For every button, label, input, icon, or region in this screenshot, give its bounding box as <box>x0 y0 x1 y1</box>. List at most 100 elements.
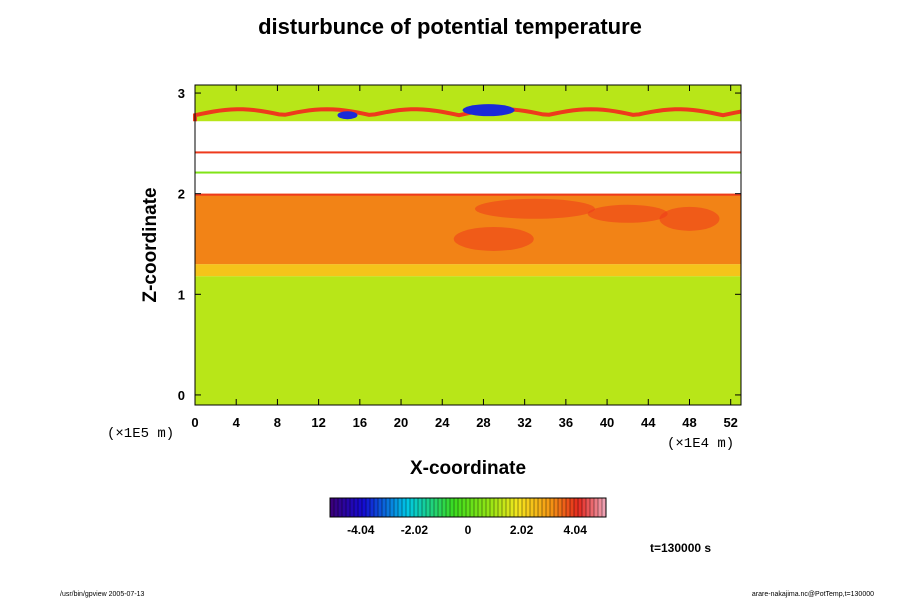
time-annotation: t=130000 s <box>650 541 712 555</box>
strip-line-3 <box>195 193 741 196</box>
colorbar-band <box>590 498 595 517</box>
colorbar-frame <box>329 497 607 518</box>
x-tick-label: 40 <box>600 415 614 430</box>
patch-3 <box>659 206 720 231</box>
colorbar-band <box>454 498 459 517</box>
chart-title: disturbunce of potential temperature <box>258 14 642 39</box>
colorbar-band <box>426 498 431 517</box>
x-tick-label: 32 <box>517 415 531 430</box>
colorbar-band <box>570 498 575 517</box>
layer-2 <box>195 193 741 265</box>
x-axis-unit: (×1E4 m) <box>667 436 735 452</box>
colorbar-band <box>550 498 555 517</box>
colorbar-band <box>518 498 523 517</box>
strip-line-1 <box>195 151 741 154</box>
colorbar-band <box>390 498 395 517</box>
colorbar-band <box>410 498 415 517</box>
colorbar-band <box>418 498 423 517</box>
colorbar-band <box>554 498 559 517</box>
x-tick-label: 24 <box>435 415 450 430</box>
colorbar-band <box>358 498 363 517</box>
colorbar-tick-label: 2.02 <box>510 523 534 537</box>
patch-1 <box>587 204 668 223</box>
colorbar-band <box>498 498 503 517</box>
x-tick-label: 44 <box>641 415 656 430</box>
colorbar-band <box>486 498 491 517</box>
colorbar-band <box>506 498 511 517</box>
colorbar-band <box>450 498 455 517</box>
colorbar-band <box>578 498 583 517</box>
x-tick-label: 36 <box>559 415 573 430</box>
layer-1 <box>195 264 741 277</box>
footer-left: /usr/bin/gpview 2005-07-13 <box>60 591 145 598</box>
colorbar-band <box>470 498 475 517</box>
patch-0 <box>474 198 595 219</box>
colorbar-tick-label: -2.02 <box>401 523 429 537</box>
y-tick-label: 1 <box>178 287 185 302</box>
colorbar-band <box>594 498 599 517</box>
colorbar-band <box>542 498 547 517</box>
colorbar-band <box>510 498 515 517</box>
colorbar-band <box>458 498 463 517</box>
colorbar-band <box>334 498 339 517</box>
colorbar-band <box>378 498 383 517</box>
colorbar-band <box>574 498 579 517</box>
colorbar-band <box>598 498 603 517</box>
colorbar-band <box>330 498 335 517</box>
colorbar-band <box>406 498 411 517</box>
colorbar-band <box>434 498 439 517</box>
colorbar-band <box>546 498 551 517</box>
colorbar-band <box>562 498 567 517</box>
wave-blue <box>462 104 515 117</box>
colorbar-tick-label: -4.04 <box>347 523 375 537</box>
x-tick-label: 16 <box>353 415 367 430</box>
colorbar-band <box>558 498 563 517</box>
colorbar-band <box>534 498 539 517</box>
layer-0 <box>195 276 741 405</box>
colorbar-band <box>526 498 531 517</box>
colorbar-band <box>346 498 351 517</box>
colorbar-band <box>398 498 403 517</box>
wave-blue-2 <box>337 111 358 120</box>
x-tick-label: 28 <box>476 415 490 430</box>
strip-line-2 <box>195 171 741 174</box>
colorbar-band <box>482 498 487 517</box>
colorbar-band <box>342 498 347 517</box>
colorbar-band <box>530 498 535 517</box>
colorbar-band <box>366 498 371 517</box>
y-axis-label: Z-coordinate <box>140 187 161 303</box>
colorbar-tick-label: 0 <box>465 523 472 537</box>
x-tick-label: 12 <box>311 415 325 430</box>
colorbar-band <box>582 498 587 517</box>
colorbar-band <box>394 498 399 517</box>
y-tick-label: 2 <box>178 187 185 202</box>
colorbar-band <box>490 498 495 517</box>
colorbar-band <box>502 498 507 517</box>
colorbar-band <box>362 498 367 517</box>
patch-2 <box>453 226 534 251</box>
colorbar-band <box>514 498 519 517</box>
colorbar-band <box>438 498 443 517</box>
y-tick-label: 0 <box>178 388 185 403</box>
x-tick-label: 8 <box>274 415 281 430</box>
x-tick-label: 52 <box>723 415 737 430</box>
colorbar-band <box>586 498 591 517</box>
colorbar-band <box>538 498 543 517</box>
x-tick-label: 20 <box>394 415 408 430</box>
colorbar-band <box>478 498 483 517</box>
colorbar-band <box>430 498 435 517</box>
colorbar-band <box>422 498 427 517</box>
colorbar-band <box>338 498 343 517</box>
colorbar-band <box>442 498 447 517</box>
colorbar-band <box>354 498 359 517</box>
colorbar-band <box>370 498 375 517</box>
wave-red <box>193 107 742 122</box>
plot-frame <box>194 84 742 406</box>
y-tick-label: 3 <box>178 86 185 101</box>
colorbar-band <box>566 498 571 517</box>
colorbar-band <box>386 498 391 517</box>
colorbar-band <box>602 498 607 517</box>
colorbar-band <box>466 498 471 517</box>
x-tick-label: 4 <box>233 415 241 430</box>
